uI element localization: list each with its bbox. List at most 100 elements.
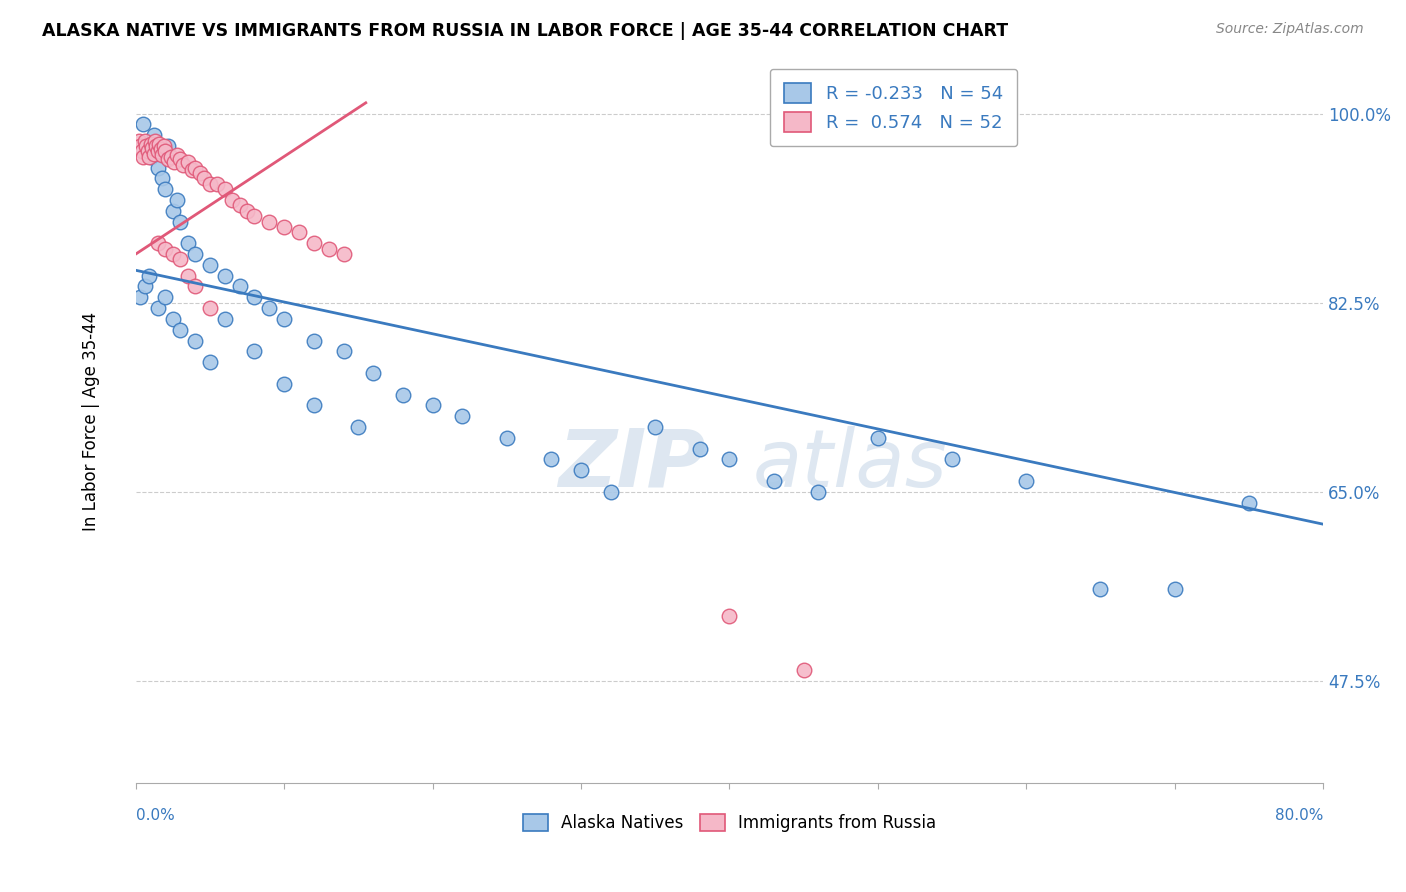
Point [273,312,295,326]
Point [569,463,592,477]
Point [214,268,236,283]
Point [132,150,155,164]
Point [228,279,250,293]
Point [361,366,384,380]
Point [166,193,188,207]
Point [259,215,281,229]
Point [128,134,150,148]
Point [243,344,266,359]
Point [1090,582,1112,596]
Point [495,431,517,445]
Point [176,268,198,283]
Point [1015,474,1038,488]
Point [148,136,170,151]
Point [273,376,295,391]
Point [866,431,889,445]
Point [169,323,191,337]
Text: Source: ZipAtlas.com: Source: ZipAtlas.com [1216,22,1364,37]
Point [332,344,354,359]
Point [214,312,236,326]
Point [181,162,204,177]
Legend: R = -0.233   N = 54, R =  0.574   N = 52: R = -0.233 N = 54, R = 0.574 N = 52 [769,69,1018,146]
Point [644,420,666,434]
Text: ALASKA NATIVE VS IMMIGRANTS FROM RUSSIA IN LABOR FORCE | AGE 35-44 CORRELATION C: ALASKA NATIVE VS IMMIGRANTS FROM RUSSIA … [42,22,1008,40]
Point [153,139,176,153]
Point [157,139,180,153]
Point [162,247,184,261]
Point [138,150,160,164]
Point [141,141,163,155]
Point [149,142,172,156]
Point [184,279,207,293]
Point [142,146,165,161]
Text: atlas: atlas [754,426,948,504]
Point [540,452,562,467]
Point [143,134,166,148]
Point [599,484,621,499]
Point [169,152,191,166]
Point [146,161,169,175]
Point [259,301,281,315]
Text: 80.0%: 80.0% [1275,808,1323,823]
Point [332,247,354,261]
Point [228,198,250,212]
Point [941,452,963,467]
Point [135,139,157,153]
Point [134,134,156,148]
Point [146,145,169,159]
Point [793,663,815,677]
Point [198,177,221,191]
Point [422,398,444,412]
Point [166,147,188,161]
Point [138,268,160,283]
Point [129,139,152,153]
Point [139,150,162,164]
Point [198,258,221,272]
Point [243,209,266,223]
Point [136,145,159,159]
Point [1237,495,1260,509]
Point [243,290,266,304]
Point [163,155,186,169]
Point [689,442,711,456]
Point [188,166,211,180]
Point [155,145,177,159]
Point [184,334,207,348]
Point [318,242,340,256]
Point [302,334,325,348]
Point [155,242,177,256]
Point [160,150,183,164]
Point [718,609,741,624]
Point [132,117,155,131]
Point [392,387,415,401]
Point [172,159,194,173]
Point [145,139,167,153]
Text: ZIP: ZIP [558,426,706,504]
Point [221,193,243,207]
Point [1163,582,1185,596]
Point [131,145,153,159]
Point [451,409,474,424]
Point [176,236,198,251]
Point [718,452,741,467]
Point [169,252,191,267]
Point [139,136,162,151]
Point [762,474,785,488]
Point [198,355,221,369]
Point [273,220,295,235]
Point [807,484,830,499]
Point [169,215,191,229]
Point [347,420,370,434]
Point [162,203,184,218]
Point [236,203,259,218]
Point [193,171,215,186]
Point [184,247,207,261]
Point [302,236,325,251]
Text: 0.0%: 0.0% [136,808,174,823]
Point [142,128,165,143]
Point [207,177,229,191]
Point [152,147,174,161]
Point [136,139,159,153]
Text: In Labor Force | Age 35-44: In Labor Force | Age 35-44 [82,312,100,531]
Point [134,279,156,293]
